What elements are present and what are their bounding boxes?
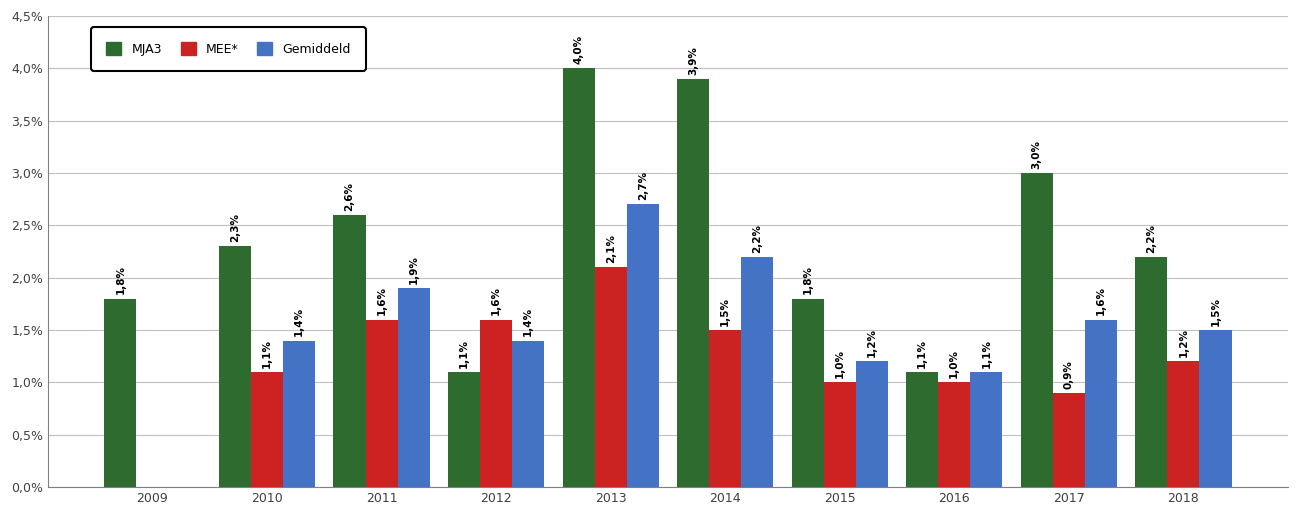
Bar (1085, 319, 1117, 487)
Bar (626, 204, 659, 487)
Text: 1,0%: 1,0% (950, 349, 960, 378)
Text: 1,2%: 1,2% (1178, 328, 1189, 357)
Text: 1,1%: 1,1% (917, 338, 927, 368)
Bar (448, 372, 481, 487)
Bar (1168, 361, 1199, 487)
Text: 1,6%: 1,6% (377, 286, 387, 315)
Text: 1,1%: 1,1% (459, 338, 469, 368)
Bar (856, 361, 889, 487)
Bar (283, 341, 316, 487)
Text: 3,9%: 3,9% (688, 46, 698, 75)
Text: 1,9%: 1,9% (409, 255, 418, 284)
Bar (709, 330, 742, 487)
Text: 0,9%: 0,9% (1064, 360, 1074, 389)
Text: 1,5%: 1,5% (720, 297, 730, 326)
Bar (562, 69, 595, 487)
Text: 2,7%: 2,7% (638, 171, 648, 200)
Text: 1,2%: 1,2% (866, 328, 877, 357)
Legend: MJA3, MEE*, Gemiddeld: MJA3, MEE*, Gemiddeld (91, 27, 365, 71)
Bar (1199, 330, 1231, 487)
Text: 1,8%: 1,8% (803, 265, 813, 295)
Text: 2,1%: 2,1% (605, 234, 616, 263)
Bar (251, 372, 283, 487)
Bar (397, 288, 430, 487)
Text: 1,6%: 1,6% (1096, 286, 1105, 315)
Text: 1,1%: 1,1% (981, 338, 991, 368)
Text: 1,6%: 1,6% (491, 286, 501, 315)
Bar (220, 246, 251, 487)
Bar (907, 372, 938, 487)
Bar (104, 299, 136, 487)
Text: 2,2%: 2,2% (1146, 223, 1156, 253)
Text: 1,8%: 1,8% (116, 265, 126, 295)
Bar (938, 382, 970, 487)
Text: 4,0%: 4,0% (574, 35, 583, 64)
Text: 3,0%: 3,0% (1031, 140, 1042, 169)
Text: 1,4%: 1,4% (294, 307, 304, 336)
Text: 2,2%: 2,2% (752, 223, 763, 253)
Bar (1052, 393, 1085, 487)
Text: 1,0%: 1,0% (835, 349, 844, 378)
Bar (742, 257, 773, 487)
Bar (1135, 257, 1168, 487)
Text: 1,4%: 1,4% (523, 307, 533, 336)
Bar (365, 319, 397, 487)
Bar (481, 319, 512, 487)
Text: 2,3%: 2,3% (230, 213, 240, 242)
Bar (824, 382, 856, 487)
Bar (1021, 173, 1052, 487)
Text: 1,1%: 1,1% (262, 338, 271, 368)
Bar (595, 267, 626, 487)
Text: 1,5%: 1,5% (1211, 297, 1221, 326)
Bar (970, 372, 1003, 487)
Bar (334, 215, 365, 487)
Bar (677, 79, 709, 487)
Text: 2,6%: 2,6% (344, 182, 355, 211)
Bar (512, 341, 544, 487)
Bar (791, 299, 824, 487)
